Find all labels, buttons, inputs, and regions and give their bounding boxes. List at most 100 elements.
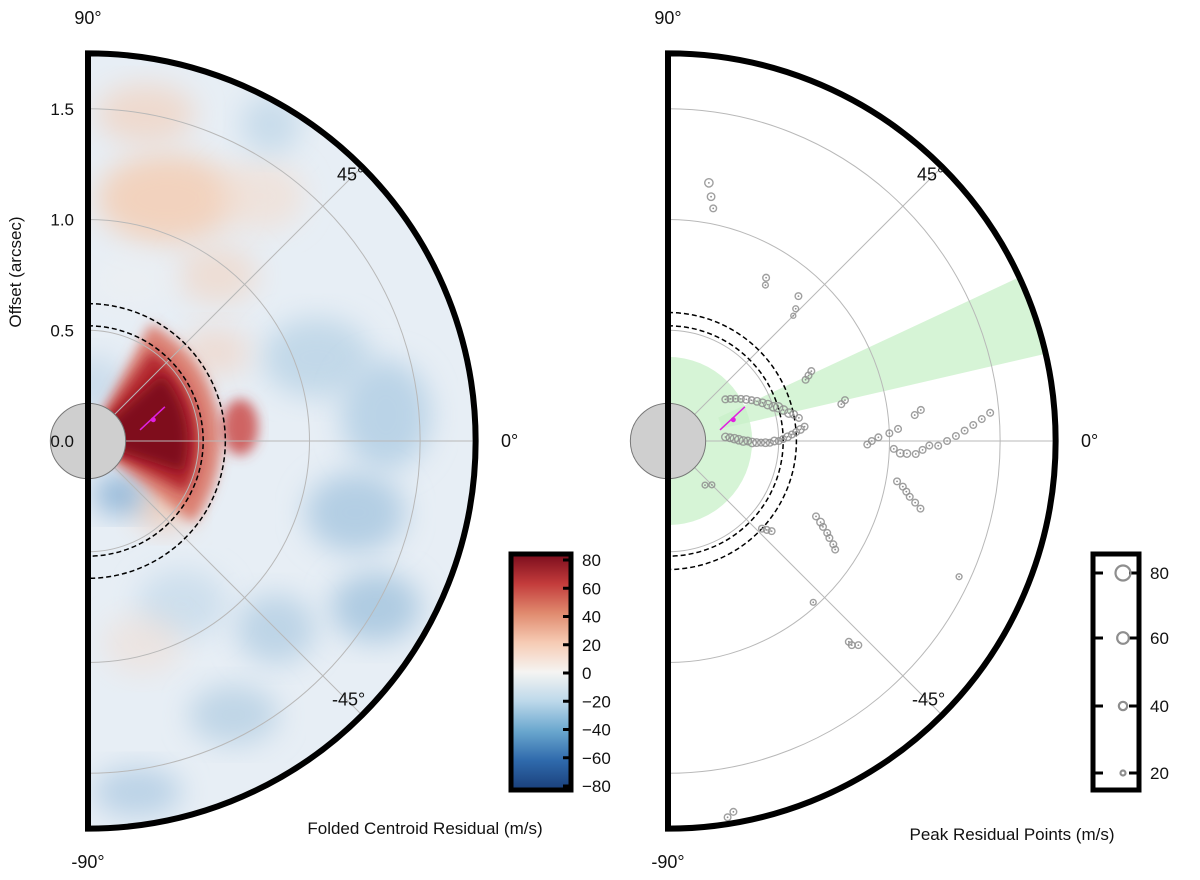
scatter-point-center [908,495,911,498]
scatter-point [761,281,770,289]
radial-tick-label: 0.5 [50,321,74,340]
scatter-point-center [897,428,899,430]
scatter-point-center [877,436,880,439]
scatter-point [708,481,716,489]
scatter-point [825,533,834,543]
scatter-point-center [972,424,975,426]
scatter-point-center [888,432,891,435]
scatter-point [787,430,796,439]
radial-tick-label: 1.0 [50,211,74,230]
scatter-point-center [765,529,768,531]
left-dashed-circles [87,302,226,580]
left-grid [87,108,476,774]
scatter-point-center [804,378,807,381]
scatter-point [762,525,771,534]
scatter-point [816,517,825,527]
scatter-point [960,426,969,435]
shaded-region [718,277,1046,429]
heatmap-blob [305,472,406,553]
scatter-point [986,408,995,417]
legend-label: 80 [1150,564,1169,583]
angle-tick-label: -90° [651,852,684,872]
angle-tick-label: 90° [74,8,101,28]
scatter-point [911,449,920,459]
scatter-point [767,527,776,536]
scatter-point [747,437,758,448]
heatmap-blob [340,359,431,470]
scatter-point [807,367,816,376]
angle-tick-label: 90° [654,8,681,28]
right-polar-scatter: 90° 45° 0° -45° -90° [629,8,1098,872]
scatter-point [768,401,779,412]
heatmap-blob [94,474,145,515]
scatter-point-center [761,401,764,404]
legend-marker [1116,631,1130,645]
scatter-point [951,431,960,441]
radial-tick-label: 0.0 [50,432,74,451]
scatter-point-center [980,418,983,420]
heatmap-blob [180,327,251,378]
scatter-point-center [892,447,895,450]
colorbar: 80 60 40 20 0 −20 −40 −60 −80 Folded Centroid Re… [307,551,610,838]
y-axis-label: Offset (arcsec) [6,216,25,327]
scatter-point [918,445,927,454]
scatter-point-center [797,417,800,419]
scatter-point [911,498,920,507]
scatter-point [752,396,762,406]
scatter-point-center [795,431,798,433]
angle-tick-label: 45° [337,164,364,184]
scatter-point-center [899,452,902,455]
scatter-point [934,441,943,450]
scatter-point [831,545,840,554]
angle-tick-label: -45° [332,690,365,710]
marker-dot [150,417,156,423]
heatmap-blob [90,255,171,306]
scatter-point [829,540,838,549]
scatter-point-center [726,816,729,819]
right-panel-outline [665,50,1059,832]
scatter-point-center [794,307,797,310]
scatter-point [823,528,832,537]
scatter-point [894,424,903,433]
legend-title: Peak Residual Points (m/s) [909,825,1114,844]
scatter-point-center [732,810,735,813]
size-legend-box [1090,551,1142,793]
scatter-point-center [707,181,710,184]
scatter-point-center [786,435,789,438]
scatter-point [854,641,863,650]
scatter-point [779,434,788,444]
scatter-point [763,399,773,410]
scatter-point-center [905,452,908,455]
scatter-point-center [919,409,922,411]
scatter-point-center [870,440,873,442]
scatter-point [790,312,797,319]
scatter-point [701,481,709,489]
scatter-point-center [826,532,829,534]
scatter-point-center [729,397,732,400]
scatter-point [818,522,828,531]
scatter-point [801,375,810,384]
scatter-point-center [773,440,776,442]
right-angle-tick-labels: 90° 45° 0° -45° -90° [651,8,1098,872]
scatter-point [885,429,894,438]
scatter-point-center [896,480,898,483]
scatter-point-center [937,444,940,447]
scatter-point-center [750,399,753,402]
scatter-point-center [770,530,773,532]
heatmap-blob [92,766,183,817]
scatter-point [704,177,714,188]
scatter-point [792,305,800,313]
scatter-point [729,807,738,816]
scatter-point [738,436,749,446]
legend-label: 40 [1150,697,1169,716]
scatter-point [762,273,771,282]
scatter-point [789,409,799,419]
colorbar-tick-label: 80 [582,551,601,570]
legend-label: 20 [1150,764,1169,783]
scatter-point-center [928,444,931,447]
scatter-point [729,433,740,444]
scatter-point-center [919,507,922,510]
scatter-point-center [946,440,948,442]
colorbar-tick-label: −40 [582,721,611,740]
scatter-point-center [782,438,785,440]
